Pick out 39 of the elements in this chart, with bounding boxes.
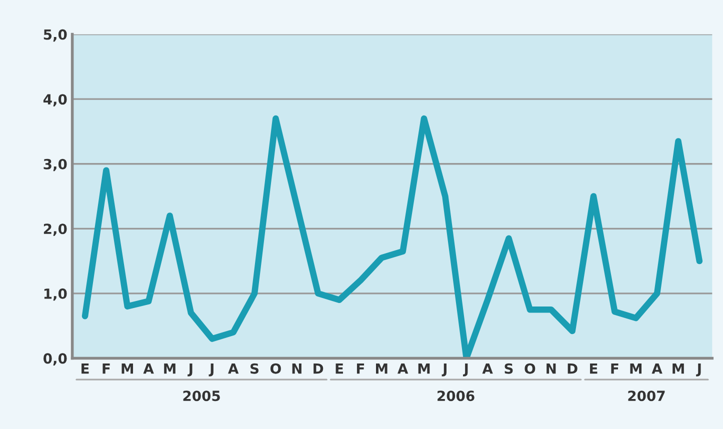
- y-tick-label: 1,0: [44, 288, 67, 301]
- x-tick-label: A: [482, 364, 493, 374]
- x-tick-label: F: [611, 364, 618, 374]
- x-tick-label: E: [590, 364, 598, 374]
- x-tick-label: M: [164, 364, 176, 374]
- text: 2007: [628, 390, 665, 402]
- x-tick-label: F: [356, 364, 364, 374]
- x-tick-label: D: [568, 364, 578, 374]
- x-tick-label: S: [250, 363, 258, 374]
- x-tick-label: N: [292, 364, 302, 374]
- y-tick-label: 4,0: [43, 94, 67, 106]
- x-tick-label: F: [102, 364, 110, 374]
- x-tick-label: A: [143, 364, 154, 374]
- text: 2006: [438, 390, 474, 402]
- x-tick-label: M: [418, 364, 430, 374]
- x-tick-label: J: [188, 364, 192, 376]
- x-tick-label: N: [546, 364, 556, 374]
- x-tick-label: J: [208, 364, 214, 376]
- x-tick-label: M: [376, 364, 388, 374]
- x-tick-label: J: [696, 364, 701, 376]
- x-tick-label: A: [398, 364, 408, 374]
- y-tick-label: 5,0: [44, 29, 67, 42]
- x-tick-label: E: [336, 364, 343, 374]
- x-tick-label: E: [82, 364, 89, 374]
- x-tick-label: A: [652, 364, 662, 374]
- x-tick-label: M: [630, 364, 642, 374]
- x-tick-label: J: [463, 364, 468, 376]
- x-tick-label: A: [228, 364, 239, 374]
- x-tick-label: D: [314, 364, 324, 374]
- text: 2005: [183, 390, 220, 402]
- y-tick-label: 3,0: [44, 158, 67, 172]
- y-tick-label: 2,0: [44, 224, 67, 236]
- y-tick-label: 0,0: [44, 353, 67, 366]
- x-tick-label: M: [672, 364, 684, 374]
- x-tick-label: M: [122, 364, 134, 374]
- x-tick-label: O: [524, 363, 536, 374]
- x-tick-label: O: [270, 363, 281, 374]
- x-tick-label: J: [442, 364, 446, 376]
- x-tick-label: S: [504, 363, 513, 374]
